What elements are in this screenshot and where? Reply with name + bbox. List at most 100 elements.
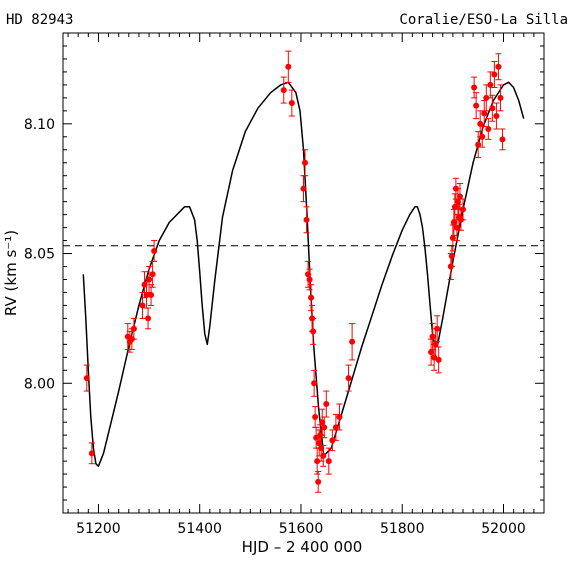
data-marker xyxy=(487,81,494,88)
data-point xyxy=(493,102,500,130)
data-marker xyxy=(325,458,332,465)
data-point xyxy=(459,198,466,221)
data-marker xyxy=(479,133,486,140)
data-marker xyxy=(285,63,292,70)
data-point xyxy=(149,260,156,288)
data-point xyxy=(312,406,319,428)
data-point xyxy=(323,390,330,418)
data-point xyxy=(491,61,498,88)
data-marker xyxy=(303,216,310,223)
data-marker xyxy=(139,302,146,309)
data-marker xyxy=(481,110,488,117)
data-point xyxy=(332,413,339,441)
data-marker xyxy=(88,450,95,457)
data-point xyxy=(345,364,352,392)
data-marker xyxy=(314,458,321,465)
x-tick-label: 51200 xyxy=(76,521,121,537)
data-marker xyxy=(151,247,158,254)
data-marker xyxy=(280,87,287,94)
plot-area xyxy=(82,50,525,493)
data-point xyxy=(315,470,322,493)
data-marker xyxy=(149,271,156,278)
data-marker xyxy=(306,276,313,283)
data-marker xyxy=(428,349,435,356)
data-marker xyxy=(308,294,315,301)
data-marker xyxy=(288,100,295,107)
data-points-layer xyxy=(83,50,506,493)
data-marker xyxy=(323,401,330,408)
data-point xyxy=(314,447,321,475)
data-point xyxy=(83,364,90,392)
data-point xyxy=(139,291,146,319)
data-marker xyxy=(471,84,478,91)
data-marker xyxy=(473,102,480,109)
x-tick-label: 51600 xyxy=(279,521,324,537)
data-marker xyxy=(448,253,455,260)
data-marker xyxy=(146,276,153,283)
data-point xyxy=(130,317,137,340)
data-marker xyxy=(434,325,441,332)
data-marker xyxy=(130,325,137,332)
data-marker xyxy=(483,94,490,101)
data-point xyxy=(428,338,435,366)
y-axis-label: RV (km s⁻¹) xyxy=(2,230,20,316)
data-marker xyxy=(475,141,482,148)
data-point xyxy=(285,50,292,83)
data-point xyxy=(288,89,295,117)
data-marker xyxy=(312,414,319,420)
data-marker xyxy=(435,356,442,363)
data-marker xyxy=(349,338,356,345)
data-point xyxy=(325,447,332,475)
data-marker xyxy=(450,219,457,226)
data-marker xyxy=(320,452,327,459)
data-marker xyxy=(432,341,439,348)
data-marker xyxy=(345,375,352,382)
data-point xyxy=(473,92,480,120)
data-point xyxy=(308,284,315,312)
data-marker xyxy=(453,224,460,231)
data-marker xyxy=(311,380,318,387)
data-point xyxy=(349,323,356,361)
data-point xyxy=(306,268,313,291)
x-tick-label: 51800 xyxy=(380,521,425,537)
data-marker xyxy=(318,445,325,452)
y-tick-label: 8.10 xyxy=(24,117,55,133)
data-marker xyxy=(491,71,498,78)
data-point xyxy=(497,84,504,112)
data-marker xyxy=(456,193,463,200)
y-tick-label: 8.00 xyxy=(24,376,55,392)
data-point xyxy=(481,99,488,127)
data-point xyxy=(311,369,318,397)
data-marker xyxy=(489,105,496,112)
data-marker xyxy=(451,203,458,210)
data-point xyxy=(302,149,309,177)
chart-title-right: Coralie/ESO-La Silla xyxy=(399,12,568,28)
data-point xyxy=(471,76,478,99)
data-point xyxy=(435,346,442,374)
data-point xyxy=(320,445,327,467)
data-marker xyxy=(321,424,328,431)
data-point xyxy=(148,284,155,306)
data-point xyxy=(487,71,494,99)
data-marker xyxy=(329,437,336,444)
data-marker xyxy=(497,94,504,101)
data-point xyxy=(499,128,506,151)
data-marker xyxy=(454,198,461,205)
x-tick-label: 52000 xyxy=(481,521,526,537)
data-marker xyxy=(495,63,502,70)
plot-frame xyxy=(62,32,545,514)
x-axis-label: HJD – 2 400 000 xyxy=(242,538,363,556)
data-marker xyxy=(429,333,436,340)
data-point xyxy=(489,94,496,122)
x-axis-ticks: 51200 51400 51600 51800 52000 xyxy=(67,33,545,537)
y-tick-label: 8.05 xyxy=(24,247,55,263)
data-point xyxy=(336,403,343,431)
data-marker xyxy=(477,120,484,127)
data-marker xyxy=(141,281,148,288)
data-marker xyxy=(310,328,317,335)
x-tick-label: 51400 xyxy=(177,521,222,537)
data-marker xyxy=(145,315,152,322)
data-marker xyxy=(148,292,155,299)
